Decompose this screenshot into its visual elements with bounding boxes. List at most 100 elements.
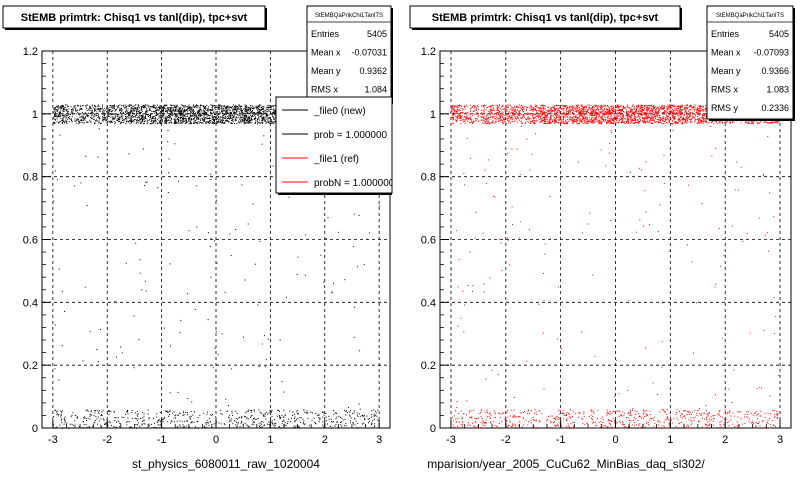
- data-point: [235, 119, 236, 120]
- data-point: [193, 112, 194, 113]
- data-point: [253, 107, 255, 109]
- data-point: [272, 106, 274, 108]
- data-point: [246, 121, 248, 123]
- data-point: [306, 410, 308, 412]
- data-point: [212, 116, 214, 118]
- data-point: [236, 123, 238, 124]
- data-point: [180, 107, 182, 109]
- data-point: [266, 423, 268, 425]
- data-point: [214, 117, 216, 119]
- data-point: [262, 413, 264, 415]
- data-point: [626, 115, 628, 117]
- data-point: [124, 114, 126, 116]
- data-point: [82, 117, 84, 119]
- data-point: [499, 119, 501, 121]
- data-point: [549, 119, 551, 121]
- data-point: [120, 122, 122, 124]
- data-point: [270, 411, 272, 413]
- data-point: [175, 110, 177, 112]
- data-point: [181, 117, 183, 119]
- data-point: [214, 107, 216, 108]
- data-point: [362, 423, 363, 425]
- data-point: [132, 106, 134, 108]
- data-point: [140, 123, 141, 125]
- data-point: [90, 414, 92, 416]
- data-point: [69, 116, 71, 118]
- data-point: [167, 117, 169, 119]
- data-point: [157, 114, 159, 116]
- data-point: [559, 118, 561, 120]
- data-point: [136, 114, 137, 116]
- data-point: [213, 105, 215, 106]
- data-point: [189, 117, 190, 119]
- data-point: [171, 118, 172, 119]
- data-point: [105, 119, 107, 121]
- data-point: [295, 425, 297, 427]
- data-point: [289, 410, 291, 412]
- data-point: [67, 117, 69, 119]
- data-point: [218, 422, 220, 424]
- data-point: [269, 105, 271, 106]
- data-point: [139, 121, 141, 123]
- data-point: [119, 120, 121, 122]
- data-point: [153, 120, 155, 122]
- data-point: [131, 122, 132, 124]
- data-point: [650, 109, 652, 111]
- data-point: [596, 109, 598, 111]
- data-point: [191, 106, 193, 108]
- data-point: [217, 114, 219, 116]
- data-point: [174, 421, 176, 423]
- data-point: [54, 106, 56, 108]
- data-point: [236, 110, 238, 112]
- data-point: [220, 423, 222, 425]
- data-point: [252, 203, 254, 205]
- data-point: [193, 122, 195, 124]
- data-point: [186, 115, 188, 117]
- data-point: [150, 115, 152, 117]
- data-point: [193, 121, 195, 123]
- data-point: [128, 104, 130, 106]
- data-point: [467, 112, 468, 114]
- data-point: [165, 119, 167, 121]
- data-point: [173, 107, 175, 109]
- data-point: [265, 116, 267, 118]
- data-point: [199, 122, 201, 123]
- data-point: [173, 112, 175, 114]
- data-point: [462, 109, 464, 111]
- data-point: [237, 422, 239, 424]
- data-point: [267, 121, 269, 123]
- data-point: [460, 105, 462, 107]
- data-point: [203, 425, 205, 427]
- data-point: [52, 121, 54, 123]
- data-point: [171, 107, 173, 109]
- data-point: [260, 115, 262, 117]
- data-point: [277, 409, 279, 411]
- data-point: [181, 114, 183, 116]
- data-point: [234, 108, 236, 110]
- data-point: [73, 106, 75, 108]
- data-point: [224, 291, 226, 293]
- data-point: [224, 117, 226, 119]
- data-point: [202, 110, 204, 112]
- data-point: [563, 117, 564, 119]
- data-point: [273, 110, 275, 112]
- data-point: [530, 114, 532, 116]
- data-point: [202, 105, 204, 107]
- data-point: [339, 417, 341, 418]
- data-point: [487, 120, 489, 122]
- data-point: [255, 116, 256, 118]
- data-point: [168, 158, 170, 160]
- data-point: [177, 105, 179, 107]
- data-point: [266, 114, 268, 116]
- data-point: [94, 113, 96, 115]
- data-point: [170, 104, 172, 106]
- data-point: [97, 117, 99, 119]
- data-point: [356, 414, 358, 416]
- data-point: [207, 421, 209, 423]
- data-point: [453, 112, 455, 114]
- data-point: [550, 114, 552, 116]
- data-point: [180, 110, 182, 112]
- data-point: [55, 119, 57, 121]
- data-point: [57, 415, 59, 417]
- data-point: [166, 123, 168, 125]
